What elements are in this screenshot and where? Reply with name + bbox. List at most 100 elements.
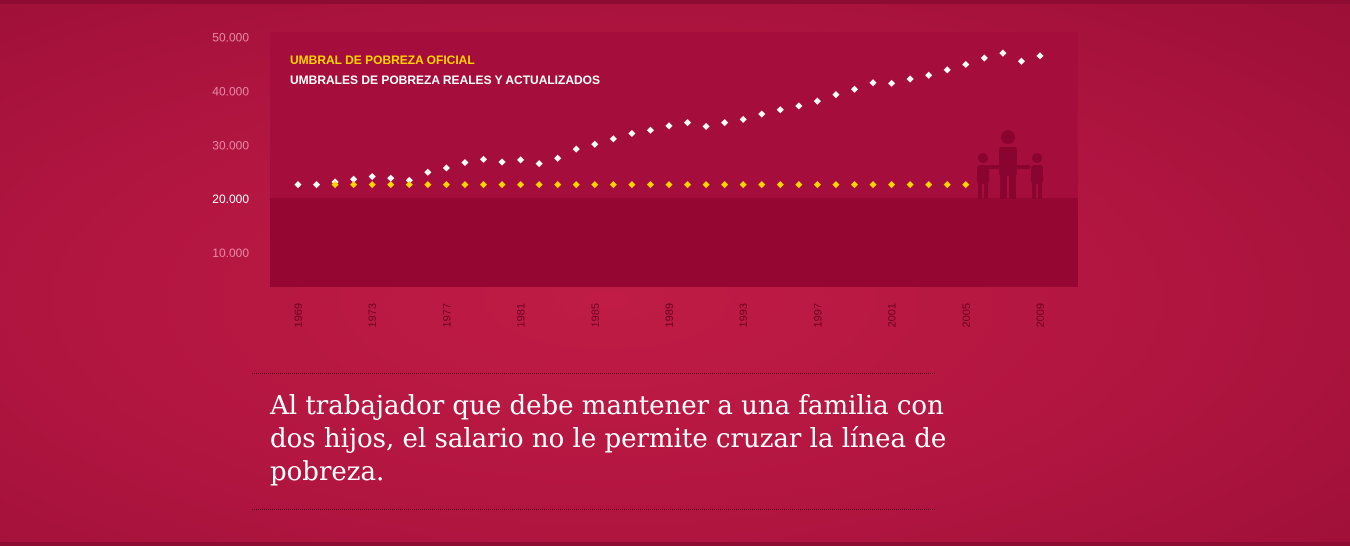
real-threshold-point [535, 160, 543, 168]
official-threshold-point [795, 181, 803, 189]
official-threshold-point [850, 181, 859, 189]
real-threshold-point [368, 172, 376, 181]
real-threshold-point [962, 60, 970, 69]
real-threshold-point [554, 154, 562, 162]
legend-real-thresholds: UMBRALES DE POBREZA REALES Y ACTUALIZADO… [290, 73, 600, 87]
x-axis-ticks: 1969 1973 1977 1981 1985 1989 1993 1997 2001 2005… [293, 303, 1047, 327]
person-body [977, 165, 989, 184]
official-threshold-point [517, 181, 525, 189]
person-body [1031, 165, 1043, 184]
y-tick-label: 10.000 [212, 246, 249, 260]
official-threshold-point [665, 181, 673, 189]
person-body [999, 147, 1017, 176]
official-threshold-point [591, 181, 599, 189]
real-threshold-point [424, 168, 432, 176]
real-threshold-point [739, 115, 747, 124]
x-tick-label: 1993 [738, 303, 750, 327]
x-tick-label: 1985 [590, 303, 602, 327]
official-threshold-point [832, 181, 840, 189]
real-threshold-point [294, 181, 302, 189]
official-threshold-point [925, 181, 933, 189]
real-threshold-point [999, 49, 1007, 57]
official-threshold-point [869, 181, 877, 189]
official-threshold-point [479, 181, 488, 189]
x-tick-label: 1973 [367, 303, 379, 327]
x-tick-label: 2009 [1035, 303, 1047, 327]
y-tick-label: 20.000 [212, 192, 249, 206]
x-tick-label: 2001 [887, 303, 899, 327]
official-threshold-point [350, 181, 358, 189]
x-tick-label: 1997 [812, 303, 824, 327]
real-threshold-point [980, 54, 988, 62]
real-threshold-point [591, 140, 599, 148]
top-shade [0, 0, 1350, 4]
caption-text: Al trabajador que debe mantener a una fa… [270, 391, 947, 487]
real-threshold-point [906, 75, 914, 83]
official-threshold-point [721, 181, 729, 189]
real-threshold-point [813, 97, 821, 105]
divider-top [252, 373, 935, 374]
official-threshold-point [646, 181, 655, 189]
real-threshold-point [646, 126, 655, 134]
real-threshold-point [943, 66, 951, 74]
official-threshold-point [368, 181, 376, 189]
official-threshold-point [628, 181, 636, 189]
person-head [1001, 130, 1015, 144]
official-threshold-point [554, 181, 562, 189]
real-threshold-point [665, 122, 673, 130]
real-threshold-point [350, 175, 358, 183]
official-threshold-point [888, 181, 896, 189]
person-leg [1038, 182, 1042, 199]
official-threshold-point [535, 181, 543, 189]
person-arm [988, 165, 1000, 169]
official-threshold-point [813, 181, 821, 189]
person-leg [984, 182, 988, 199]
official-threshold-point [739, 181, 747, 189]
official-threshold-point [461, 181, 469, 189]
real-threshold-point [387, 174, 395, 182]
real-threshold-point [442, 164, 450, 172]
real-threshold-point [405, 176, 413, 184]
family-icon [977, 130, 1043, 199]
official-threshold-point [405, 181, 413, 189]
x-tick-label: 1981 [516, 303, 528, 327]
real-threshold-point [479, 155, 488, 163]
y-axis-ticks: 50.000 40.000 30.000 20.000 10.000 [212, 31, 249, 261]
real-threshold-point [312, 181, 321, 189]
data-points [294, 49, 1044, 189]
real-threshold-point [832, 91, 840, 99]
official-threshold-point [498, 181, 506, 189]
real-threshold-point [869, 79, 877, 87]
real-threshold-point [498, 158, 506, 166]
person-leg [1000, 174, 1007, 199]
official-threshold-point [702, 181, 710, 189]
x-tick-label: 1969 [293, 303, 305, 327]
real-threshold-point [609, 135, 617, 143]
official-threshold-point [906, 181, 914, 189]
real-threshold-point [758, 110, 766, 118]
bottom-shade [0, 542, 1350, 546]
real-threshold-point [572, 145, 580, 153]
y-tick-label: 30.000 [212, 138, 249, 152]
x-tick-label: 2005 [961, 303, 973, 327]
real-threshold-point [683, 119, 692, 127]
official-threshold-point [572, 181, 580, 189]
official-threshold-point [683, 181, 692, 189]
real-threshold-point [628, 129, 636, 138]
y-tick-label: 40.000 [212, 84, 249, 98]
official-threshold-point [331, 181, 339, 189]
official-threshold-point [776, 181, 784, 189]
poverty-band [270, 198, 1078, 287]
official-threshold-point [943, 181, 951, 189]
official-threshold-point [442, 181, 450, 189]
person-leg [978, 182, 982, 199]
x-tick-label: 1989 [664, 303, 676, 327]
real-threshold-point [1036, 52, 1044, 60]
real-threshold-point [702, 122, 710, 131]
official-threshold-point [758, 181, 766, 189]
person-leg [1032, 182, 1036, 199]
x-tick-label: 1977 [441, 303, 453, 327]
real-threshold-point [850, 85, 859, 93]
legend-official-threshold: UMBRAL DE POBREZA OFICIAL [290, 53, 475, 67]
